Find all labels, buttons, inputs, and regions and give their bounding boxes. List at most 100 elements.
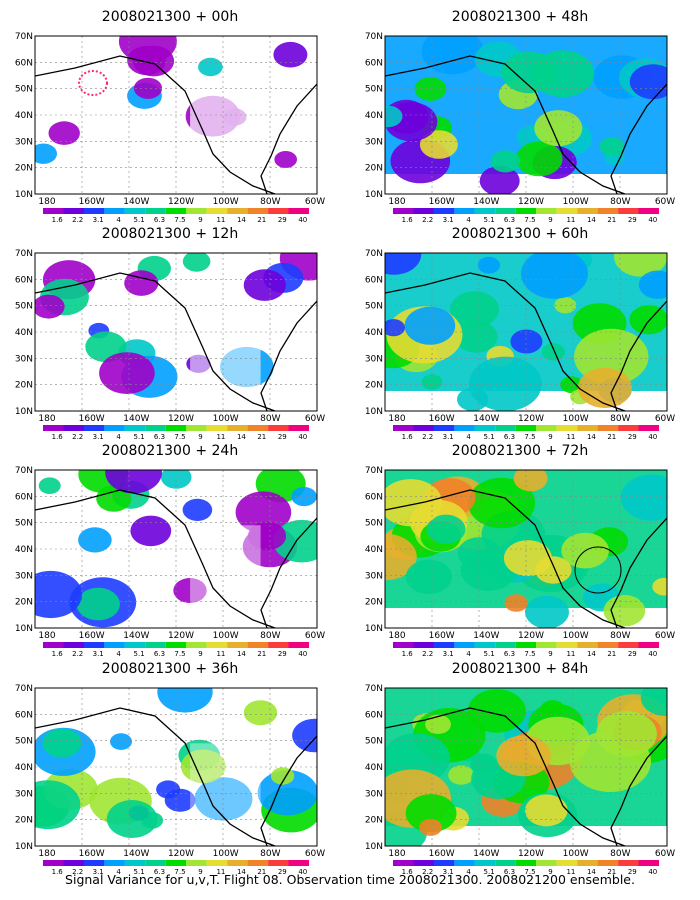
latitude-label: 10N: [15, 842, 33, 852]
colorbar-label: 9: [198, 433, 202, 439]
latitude-label: 30N: [365, 137, 383, 147]
map-panel: 2008021300 + 00h 70N 60N 50N 40N 30N 20N 10N 180…: [0, 8, 340, 222]
field-gap: [190, 743, 261, 839]
colorbar-label: 9: [198, 216, 202, 222]
longitude-label: 100W: [563, 414, 589, 424]
colorbar-label: 2.2: [422, 216, 433, 222]
colorbar-label: 9: [548, 433, 552, 439]
colorbar-swatch: [577, 860, 598, 866]
colorbar-label: 4: [466, 650, 471, 656]
longitude-label: 140W: [473, 849, 499, 859]
colorbar-swatch: [515, 208, 537, 214]
field-blob: [467, 477, 536, 529]
colorbar-label: 21: [257, 868, 266, 874]
field-blob: [160, 470, 192, 489]
colorbar-swatch: [618, 642, 639, 648]
colorbar-swatch: [433, 860, 455, 866]
map-frame: [384, 252, 668, 412]
field-blob: [105, 470, 162, 494]
latitude-label: 30N: [365, 354, 383, 364]
colorbar-swatch: [536, 208, 557, 214]
colorbar-label: 9: [198, 650, 202, 656]
colorbar-label: 14: [237, 216, 246, 222]
variance-field: [385, 470, 667, 628]
colorbar-label: 11: [566, 650, 575, 656]
longitude-label: 180: [38, 414, 55, 424]
field-blob: [652, 577, 667, 596]
field-blob: [385, 105, 403, 128]
field-blob: [596, 711, 657, 757]
field-blob: [182, 498, 213, 521]
colorbar-label: 7.5: [524, 433, 535, 439]
colorbar-swatch: [268, 860, 289, 866]
latitude-label: 70N: [15, 32, 33, 42]
variance-map: 70N 60N 50N 40N 30N 20N 10N 180 160W 140W 120W 100W…: [15, 32, 325, 222]
colorbar-swatch: [186, 425, 207, 431]
field-blob: [421, 36, 484, 75]
field-gap: [190, 308, 261, 404]
colorbar-label: 29: [278, 433, 287, 439]
atlantic-coastline: [260, 517, 317, 628]
colorbar-swatch: [433, 425, 455, 431]
colorbar-label: 1.6: [402, 650, 414, 656]
field-blob: [291, 487, 317, 507]
field-blob: [78, 527, 112, 553]
latitude-label: 40N: [15, 328, 33, 338]
longitude-label: 140W: [123, 197, 149, 207]
colorbar-label: 1.6: [52, 216, 64, 222]
colorbar-label: 5.1: [484, 650, 495, 656]
colorbar-swatch: [638, 860, 659, 866]
latitude-label: 20N: [15, 164, 33, 174]
longitude-label: 140W: [473, 414, 499, 424]
latitude-label: 10N: [365, 842, 383, 852]
field-blob: [513, 470, 548, 492]
longitude-label: 180: [38, 849, 55, 859]
pacific-coastline: [385, 55, 626, 194]
panel-title: 2008021300 + 72h: [451, 443, 589, 459]
colorbar-swatch: [393, 860, 414, 866]
colorbar-swatch: [638, 425, 659, 431]
longitude-label: 140W: [473, 197, 499, 207]
colorbar-swatch: [638, 208, 659, 214]
latitude-label: 30N: [15, 571, 33, 581]
field-blob: [35, 143, 57, 164]
colorbar-swatch: [83, 208, 105, 214]
longitude-label: 180: [388, 631, 405, 641]
colorbar-label: 40: [648, 216, 657, 222]
field-blob: [243, 700, 278, 726]
field-blob: [404, 306, 456, 345]
colorbar-swatch: [577, 425, 598, 431]
longitude-label: 160W: [79, 197, 105, 207]
field-blob: [534, 110, 583, 147]
colorbar-label: 5.1: [484, 433, 495, 439]
colorbar-swatch: [413, 642, 434, 648]
field-blob: [450, 291, 499, 328]
longitude-label: 180: [38, 197, 55, 207]
colorbar-swatch: [104, 860, 125, 866]
colorbar-swatch: [393, 425, 414, 431]
latitude-label: 20N: [15, 598, 33, 608]
panel-title: 2008021300 + 12h: [101, 226, 239, 242]
atlantic-coastline: [610, 83, 667, 194]
longitude-label: 180: [388, 197, 405, 207]
colorbar-label: 11: [566, 868, 575, 874]
map-frame: [384, 469, 668, 629]
latitude-label: 40N: [365, 111, 383, 121]
variance-map: 70N 60N 50N 40N 30N 20N 10N 180 160W 140W 120W 100W…: [15, 684, 325, 874]
colorbar-label: 1.6: [52, 650, 64, 656]
colorbar-label: 29: [628, 650, 637, 656]
colorbar-swatch: [43, 860, 64, 866]
colorbar-swatch: [63, 642, 84, 648]
latitude-label: 60N: [365, 275, 383, 285]
atlantic-coastline: [260, 83, 317, 194]
field-blob: [426, 514, 466, 544]
longitude-label: 80W: [610, 414, 630, 424]
variance-field: [385, 36, 667, 194]
colorbar-swatch: [227, 642, 248, 648]
latitude-label: 40N: [365, 763, 383, 773]
atlantic-coastline: [610, 517, 667, 628]
colorbar-label: 3.1: [93, 868, 104, 874]
colorbar-swatch: [63, 208, 84, 214]
latitude-label: 10N: [365, 407, 383, 417]
colorbar-label: 3.1: [93, 433, 104, 439]
